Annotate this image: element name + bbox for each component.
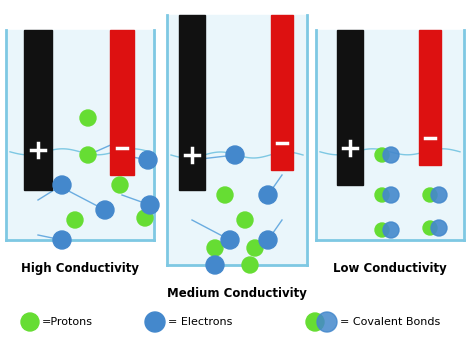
Circle shape [237, 212, 253, 228]
Circle shape [137, 210, 153, 226]
Circle shape [206, 256, 224, 274]
Circle shape [217, 187, 233, 203]
Bar [271, 15, 293, 170]
Circle shape [375, 188, 389, 202]
Circle shape [139, 151, 157, 169]
Circle shape [226, 146, 244, 164]
Bar [6, 30, 154, 240]
Text: Medium Conductivity: Medium Conductivity [167, 287, 307, 300]
Bar [316, 30, 464, 240]
Circle shape [431, 220, 447, 236]
Circle shape [383, 147, 399, 163]
Circle shape [112, 177, 128, 193]
Circle shape [96, 201, 114, 219]
Text: High Conductivity: High Conductivity [21, 262, 139, 275]
Bar [179, 15, 205, 190]
Circle shape [53, 176, 71, 194]
Circle shape [259, 186, 277, 204]
Circle shape [242, 257, 258, 273]
Circle shape [306, 313, 324, 331]
Text: =Protons: =Protons [42, 317, 93, 327]
Circle shape [141, 196, 159, 214]
Text: = Electrons: = Electrons [168, 317, 232, 327]
Circle shape [221, 231, 239, 249]
Circle shape [423, 188, 437, 202]
Circle shape [383, 222, 399, 238]
Circle shape [80, 147, 96, 163]
Circle shape [375, 223, 389, 237]
Bar [167, 15, 307, 265]
Circle shape [247, 240, 263, 256]
Text: = Covalent Bonds: = Covalent Bonds [340, 317, 440, 327]
Circle shape [207, 240, 223, 256]
Bar [110, 30, 134, 175]
Circle shape [53, 231, 71, 249]
Circle shape [423, 221, 437, 235]
Bar [337, 30, 363, 185]
Circle shape [80, 110, 96, 126]
Circle shape [67, 212, 83, 228]
Circle shape [259, 231, 277, 249]
Circle shape [431, 187, 447, 203]
Bar [24, 30, 52, 190]
Bar [419, 30, 441, 165]
Text: Low Conductivity: Low Conductivity [333, 262, 447, 275]
Circle shape [145, 312, 165, 332]
Circle shape [383, 187, 399, 203]
Circle shape [317, 312, 337, 332]
Circle shape [21, 313, 39, 331]
Circle shape [375, 148, 389, 162]
